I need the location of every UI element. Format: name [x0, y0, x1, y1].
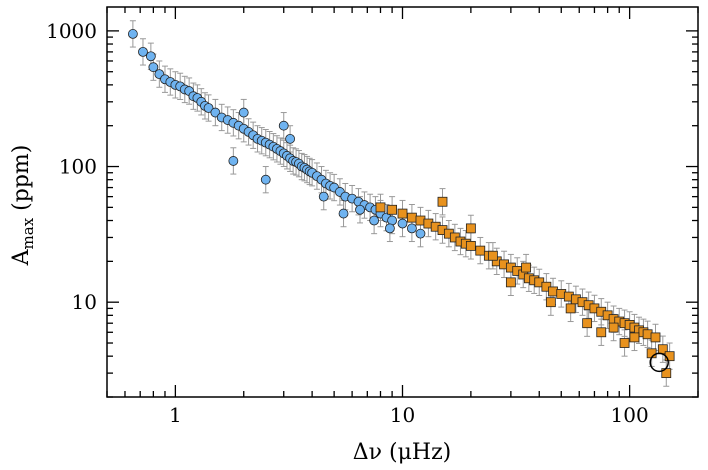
y-tick-label: 10	[72, 290, 97, 314]
error-bars	[129, 20, 673, 387]
x-tick-label: 100	[611, 403, 649, 427]
y-tick-label: 100	[59, 155, 97, 179]
data-point-square	[375, 202, 386, 213]
data-point-circle	[260, 174, 271, 185]
data-point-circle	[203, 103, 214, 113]
data-point-circle	[318, 191, 329, 202]
data-point-circle	[127, 29, 138, 39]
data-point-square	[465, 223, 476, 234]
data-point-circle	[338, 208, 349, 219]
data-point-circle	[285, 133, 296, 144]
data-point-square	[475, 245, 486, 256]
data-point-circle	[407, 223, 417, 234]
data-point-circle	[369, 215, 380, 226]
data-point-square	[521, 262, 531, 273]
y-tick-label: 1000	[46, 19, 97, 43]
data-point-circle	[145, 51, 156, 62]
data-point-square	[487, 250, 498, 261]
data-point-circle	[238, 107, 249, 118]
data-point-circle	[228, 156, 239, 166]
data-point-circle	[148, 62, 159, 73]
data-point-square	[629, 332, 640, 343]
annotations	[649, 352, 669, 373]
data-point-square	[608, 322, 619, 333]
data-point-circle	[210, 107, 221, 118]
data-point-square	[548, 286, 558, 297]
y-axis-ticks: 10 100 1000	[46, 19, 698, 398]
data-point-square	[505, 277, 516, 288]
data-point-square	[619, 338, 630, 348]
data-point-square	[596, 327, 607, 338]
data-point-square	[437, 196, 448, 207]
data-point-square	[407, 212, 417, 223]
data-point-circle	[278, 120, 289, 131]
data-point-square	[545, 297, 556, 308]
data-point-square	[565, 303, 576, 314]
data-point-circle	[384, 223, 395, 234]
data-points	[127, 29, 675, 379]
data-point-square	[397, 208, 408, 219]
data-point-square	[582, 318, 593, 329]
data-point-circle	[397, 218, 408, 229]
x-tick-label: 1	[169, 403, 182, 427]
data-point-circle	[355, 204, 365, 215]
data-point-square	[650, 332, 661, 343]
data-point-circle	[415, 228, 426, 239]
highlight-circle	[649, 352, 669, 373]
data-point-square	[387, 204, 398, 215]
x-axis-label: Δν (μHz)	[353, 440, 452, 465]
y-axis-label: Amax (ppm)	[9, 145, 37, 267]
x-axis-ticks: 1 10 100	[106, 7, 699, 427]
data-point-circle	[138, 46, 148, 57]
x-tick-label: 10	[390, 403, 415, 427]
data-point-square	[465, 240, 476, 251]
